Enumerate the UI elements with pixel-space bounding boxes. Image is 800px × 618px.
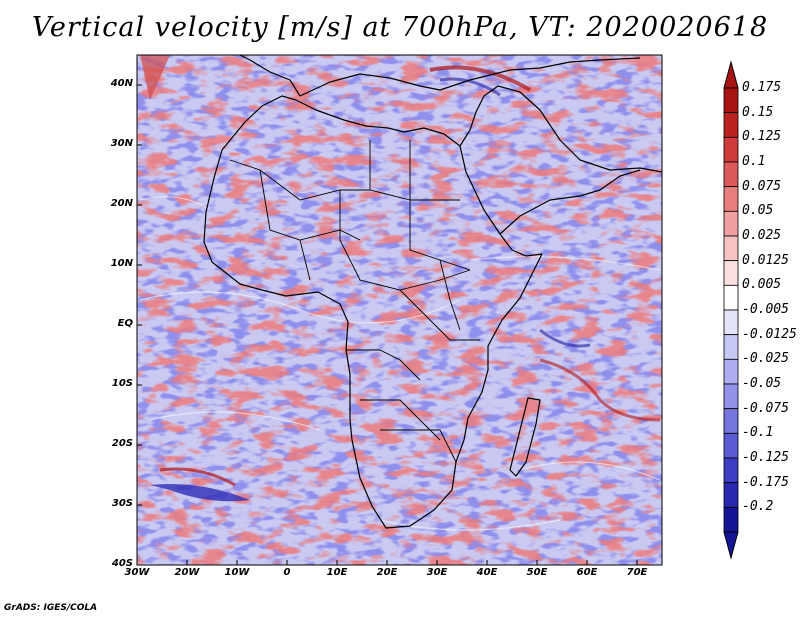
colorbar <box>723 60 739 560</box>
colorbar-swatch <box>723 383 739 410</box>
credit-text: GrADS: IGES/COLA <box>4 603 98 613</box>
colorbar-max-arrow <box>723 60 739 89</box>
colorbar-label: 0.0125 <box>742 252 789 268</box>
colorbar-label: 0.175 <box>742 80 782 95</box>
lon-label: 40E <box>476 567 498 578</box>
colorbar-swatch <box>723 432 739 459</box>
lat-label: 30S <box>111 498 133 509</box>
velocity-field <box>137 55 662 565</box>
lat-label: 10N <box>110 258 133 269</box>
colorbar-swatch <box>723 87 739 114</box>
lat-label: 30N <box>110 138 133 149</box>
colorbar-swatch <box>723 186 739 212</box>
colorbar-label: 0.05 <box>742 203 774 219</box>
country-borders <box>229 140 480 463</box>
colorbar-label: 0.075 <box>742 178 782 194</box>
colorbar-swatch <box>723 334 739 360</box>
colorbar-label: -0.005 <box>742 302 789 317</box>
colorbar-label: -0.0125 <box>742 326 797 342</box>
colorbar-swatch <box>723 210 739 237</box>
map-title: Vertical velocity [m/s] at 700hPa, VT: 2… <box>31 12 769 43</box>
colorbar-label: 0.125 <box>742 129 782 145</box>
lon-label: 20E <box>376 567 398 578</box>
colorbar-label: 0.005 <box>742 277 782 293</box>
colorbar-swatch <box>723 112 739 138</box>
colorbar-swatch <box>723 161 739 188</box>
colorbar-swatch <box>723 457 739 484</box>
colorbar-label: -0.1 <box>742 425 774 441</box>
colorbar-swatch <box>723 358 739 385</box>
colorbar-swatch <box>723 309 739 336</box>
colorbar-label: -0.2 <box>742 499 774 515</box>
colorbar-label: 0.15 <box>742 104 774 120</box>
lon-label: 0 <box>283 567 291 578</box>
axis-ticks <box>136 84 638 566</box>
colorbar-label: -0.175 <box>742 474 789 490</box>
colorbar-min-arrow <box>723 531 739 560</box>
lon-label: 70E <box>626 567 648 578</box>
colorbar-swatch <box>723 482 739 508</box>
colorbar-swatch <box>723 506 739 533</box>
colorbar-swatch <box>723 235 739 262</box>
lon-label: 30E <box>426 567 448 578</box>
colorbar-label: 0.1 <box>742 154 766 169</box>
lat-label: 40N <box>110 78 133 89</box>
colorbar-label: -0.075 <box>742 400 789 416</box>
coastlines <box>203 54 663 529</box>
lon-label: 30W <box>124 567 150 578</box>
lon-label: 60E <box>576 567 598 578</box>
lon-label: 10E <box>326 567 348 578</box>
colorbar-label: -0.025 <box>742 351 789 367</box>
map-frame <box>136 54 663 566</box>
lon-label: 50E <box>526 567 548 578</box>
lat-label: 40S <box>111 558 133 569</box>
colorbar-label: -0.125 <box>742 450 789 465</box>
lat-label: EQ <box>117 318 133 329</box>
lat-label: 10S <box>111 378 133 389</box>
colorbar-label: -0.05 <box>742 376 782 391</box>
lon-label: 20W <box>174 567 200 578</box>
colorbar-label: 0.025 <box>742 228 782 243</box>
colorbar-swatch <box>723 284 739 311</box>
lon-label: 10W <box>224 567 250 578</box>
lat-label: 20N <box>110 198 133 209</box>
colorbar-swatch <box>723 260 739 286</box>
lat-label: 20S <box>111 438 133 449</box>
colorbar-swatch <box>723 408 739 434</box>
colorbar-swatch <box>723 136 739 163</box>
